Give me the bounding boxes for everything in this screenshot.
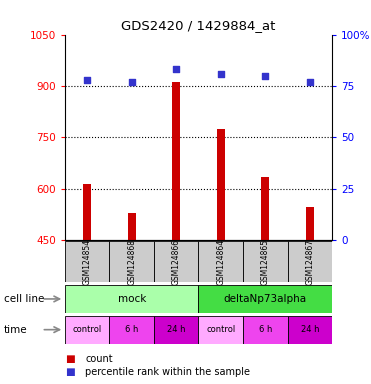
Text: cell line: cell line: [4, 294, 44, 304]
Bar: [172, 83, 180, 240]
Bar: [65, 285, 198, 313]
Text: mock: mock: [118, 294, 146, 304]
Text: GSM124868: GSM124868: [127, 238, 136, 285]
Point: [129, 79, 135, 85]
Text: time: time: [4, 324, 27, 335]
Text: GSM124865: GSM124865: [261, 238, 270, 285]
Bar: [154, 316, 198, 344]
Text: ■: ■: [65, 367, 75, 377]
Text: 6 h: 6 h: [259, 325, 272, 334]
Bar: [306, 207, 314, 240]
Bar: [109, 316, 154, 344]
Text: 24 h: 24 h: [301, 325, 319, 334]
Bar: [65, 241, 109, 282]
Title: GDS2420 / 1429884_at: GDS2420 / 1429884_at: [121, 19, 276, 32]
Bar: [154, 241, 198, 282]
Text: 24 h: 24 h: [167, 325, 186, 334]
Text: GSM124867: GSM124867: [305, 238, 314, 285]
Bar: [198, 316, 243, 344]
Bar: [261, 177, 269, 240]
Text: count: count: [85, 354, 113, 364]
Text: GSM124854: GSM124854: [83, 238, 92, 285]
Point: [173, 66, 179, 73]
Bar: [83, 184, 91, 240]
Bar: [128, 213, 136, 240]
Bar: [65, 316, 109, 344]
Text: control: control: [206, 325, 235, 334]
Bar: [198, 285, 332, 313]
Text: 6 h: 6 h: [125, 325, 138, 334]
Text: GSM124864: GSM124864: [216, 238, 225, 285]
Text: ■: ■: [65, 354, 75, 364]
Bar: [243, 316, 288, 344]
Point: [218, 71, 224, 77]
Point: [262, 73, 268, 79]
Text: deltaNp73alpha: deltaNp73alpha: [224, 294, 307, 304]
Bar: [243, 241, 288, 282]
Bar: [198, 241, 243, 282]
Point: [307, 79, 313, 85]
Text: control: control: [73, 325, 102, 334]
Bar: [288, 316, 332, 344]
Text: percentile rank within the sample: percentile rank within the sample: [85, 367, 250, 377]
Point: [84, 77, 90, 83]
Bar: [217, 129, 225, 240]
Bar: [109, 241, 154, 282]
Text: GSM124866: GSM124866: [172, 238, 181, 285]
Bar: [288, 241, 332, 282]
